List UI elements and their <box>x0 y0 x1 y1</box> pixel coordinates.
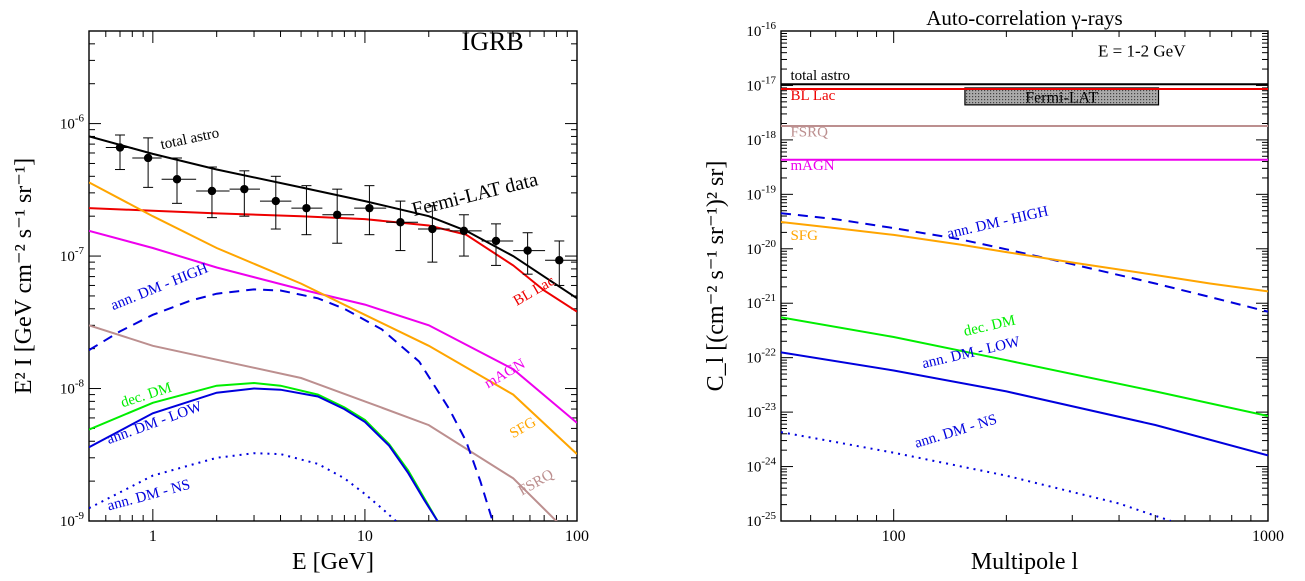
plot-data <box>89 134 577 521</box>
y-tick-label: 10-25 <box>746 510 776 530</box>
y-tick-label: 10-18 <box>746 129 776 149</box>
plot-data: Fermi-LAT <box>781 83 1268 521</box>
y-tick-label: 10-21 <box>746 292 776 312</box>
y-tick-label: 10-23 <box>746 401 776 421</box>
autocorrelation-panel: 100 1000 10-25 10-24 10-23 10-22 10-21 10-20 10-… <box>703 6 1284 575</box>
series-label-magn: mAGN <box>790 158 834 174</box>
data-point <box>332 210 342 219</box>
data-point <box>271 196 281 206</box>
fermi-lat-band <box>964 87 1160 106</box>
y-axis-label: C_l [(cm⁻² s⁻¹ sr⁻¹)² sr] <box>703 161 729 392</box>
x-tick-label: 100 <box>882 528 906 545</box>
series-line-magn <box>89 229 577 424</box>
series-line-fsrq <box>89 324 558 521</box>
annotation-e-1-2-gev: E = 1-2 GeV <box>1098 42 1186 61</box>
series-line-total-astro <box>89 135 577 300</box>
series-line-dec-dm <box>89 381 439 521</box>
series-label-fsrq: FSRQ <box>790 125 828 141</box>
series-line-ann-dm-high <box>89 288 494 521</box>
plot-frame <box>780 30 1269 522</box>
y-tick-label: 10-17 <box>746 74 776 94</box>
data-point <box>302 203 311 213</box>
series-line-ann-dm-low <box>781 351 1268 457</box>
data-point <box>115 143 125 152</box>
series-label-bl-lac: BL Lac <box>790 88 835 104</box>
series-line-ann-dm-high <box>781 212 1268 313</box>
annotation-igrb: IGRB <box>462 27 524 56</box>
data-point <box>396 218 405 227</box>
series-line-ann-dm-low <box>89 387 439 521</box>
data-point <box>459 226 469 236</box>
data-point <box>555 256 564 265</box>
x-tick-label: 1000 <box>1252 528 1284 545</box>
series-line-dec-dm <box>781 316 1268 417</box>
data-point <box>523 246 532 255</box>
y-tick-label: 10-16 <box>746 20 776 40</box>
y-tick-label: 10-6 <box>60 113 85 133</box>
x-axis-label: Multipole l <box>971 549 1079 575</box>
x-axis-label: E [GeV] <box>292 549 374 575</box>
data-point <box>240 184 249 194</box>
data-point <box>172 175 182 184</box>
plot-frame <box>88 30 578 522</box>
data-point <box>491 236 501 246</box>
data-point <box>428 224 437 234</box>
series-label-sfg: SFG <box>790 228 818 244</box>
x-tick-label: 1 <box>149 528 157 545</box>
chart-title: Auto-correlation γ-rays <box>926 6 1122 30</box>
data-point <box>207 186 217 196</box>
y-tick-label: 10-8 <box>60 378 85 398</box>
data-point <box>143 153 153 163</box>
fermi-lat-band-label: Fermi-LAT <box>1025 89 1098 106</box>
y-tick-label: 10-20 <box>746 238 776 258</box>
y-tick-label: 10-19 <box>746 183 776 203</box>
series-line-sfg <box>781 221 1268 293</box>
y-tick-label: 10-22 <box>746 347 776 367</box>
series-label-total-astro: total astro <box>790 68 850 84</box>
x-tick-label: 10 <box>357 528 373 545</box>
igrb-spectrum-panel: 1 10 100 10-9 10-8 10-7 10-6 E [GeV] E² I [GeV c… <box>11 27 589 575</box>
y-tick-label: 10-9 <box>60 510 85 530</box>
data-point <box>365 203 374 213</box>
x-tick-label: 100 <box>565 528 589 545</box>
series-line-sfg <box>89 181 577 455</box>
y-axis-label: E² I [GeV cm⁻² s⁻¹ sr⁻¹] <box>11 158 37 394</box>
y-tick-label: 10-24 <box>746 456 776 476</box>
y-tick-label: 10-7 <box>60 245 85 265</box>
